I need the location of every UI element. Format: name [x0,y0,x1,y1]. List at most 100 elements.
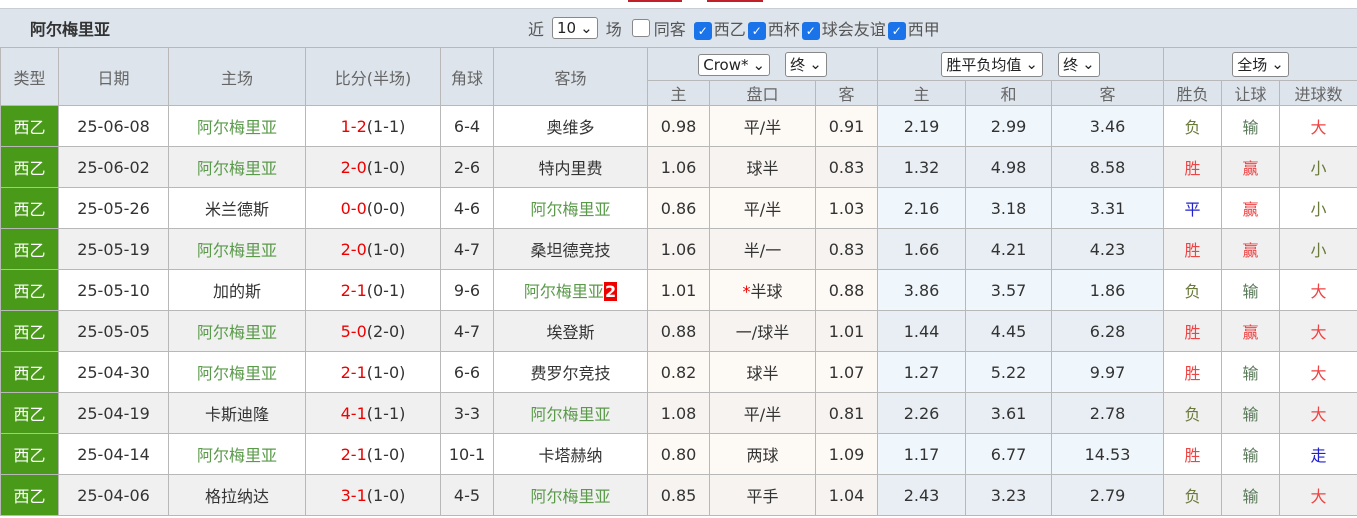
away-team-name: 费罗尔竞技 [530,364,611,383]
home-team[interactable]: 阿尔梅里亚 [168,146,306,188]
subcol-header: 盘口 [709,80,816,106]
top-strip [0,0,1357,9]
competition-label: 西乙 [713,20,746,39]
table-row[interactable]: 西乙 25-05-10 加的斯 2-1(0-1) 9-6 阿尔梅里亚2 1.01… [0,269,1357,311]
euro-draw-odds: 3.18 [965,187,1053,229]
euro-home-odds: 3.86 [877,269,967,311]
full-time-score: 5-0 [340,321,367,341]
same-venue-checkbox[interactable] [631,19,650,37]
away-team-name: 埃登斯 [546,323,595,342]
score[interactable]: 2-1(0-1) [305,269,441,311]
away-team[interactable]: 阿尔梅里亚 [493,474,648,516]
competition-checkbox[interactable]: ✓ [801,21,820,40]
handicap-away-odds: 1.09 [814,433,879,475]
result-goals: 小 [1279,146,1357,188]
table-row[interactable]: 西乙 25-04-19 卡斯迪隆 4-1(1-1) 3-3 阿尔梅里亚 1.08… [0,392,1357,434]
handicap-header: Crow* ⌄ 终 ⌄ [646,47,879,81]
match-type: 西乙 [0,187,59,229]
result-scope-select[interactable]: 全场 ⌄ [1232,51,1289,77]
handicap-home-odds: 0.82 [647,351,710,393]
match-type: 西乙 [0,269,59,311]
handicap-line-value: 半球 [750,282,783,301]
away-team[interactable]: 特内里费 [493,146,648,188]
table-row[interactable]: 西乙 25-04-06 格拉纳达 3-1(1-0) 4-5 阿尔梅里亚 0.85… [0,474,1357,516]
half-time-score: (0-1) [366,280,406,300]
half-time-score: (1-0) [366,485,406,505]
home-team[interactable]: 加的斯 [168,269,306,311]
competition-checkbox[interactable]: ✓ [747,21,766,40]
away-team-name: 阿尔梅里亚 [523,282,604,301]
away-team[interactable]: 阿尔梅里亚 [493,187,648,229]
competition-label: 球会友谊 [821,20,886,39]
match-date: 25-06-08 [58,105,169,147]
euro-stage-select[interactable]: 终 ⌄ [1058,51,1100,77]
result-goals: 大 [1279,351,1357,393]
handicap-line-value: 球半 [746,364,779,383]
result-wdl: 胜 [1163,310,1223,352]
table-row[interactable]: 西乙 25-04-30 阿尔梅里亚 2-1(1-0) 6-6 费罗尔竞技 0.8… [0,351,1357,393]
result-goals: 大 [1279,269,1357,311]
table-row[interactable]: 西乙 25-04-14 阿尔梅里亚 2-1(1-0) 10-1 卡塔赫纳 0.8… [0,433,1357,475]
home-team[interactable]: 阿尔梅里亚 [168,433,306,475]
table-row[interactable]: 西乙 25-05-19 阿尔梅里亚 2-0(1-0) 4-7 桑坦德竞技 1.0… [0,228,1357,270]
home-team[interactable]: 阿尔梅里亚 [168,105,306,147]
competition-checkbox[interactable]: ✓ [887,21,906,40]
euro-draw-odds: 4.98 [965,146,1053,188]
handicap-away-odds: 0.83 [814,146,879,188]
match-date: 25-04-19 [58,392,169,434]
euro-away-odds: 1.86 [1051,269,1165,311]
score[interactable]: 2-1(1-0) [305,433,441,475]
half-time-score: (1-0) [366,157,406,177]
score[interactable]: 1-2(1-1) [305,105,441,147]
home-team[interactable]: 阿尔梅里亚 [168,351,306,393]
result-handicap: 输 [1221,351,1281,393]
away-team[interactable]: 卡塔赫纳 [493,433,648,475]
away-team[interactable]: 埃登斯 [493,310,648,352]
subcol-header: 客 [1051,80,1165,106]
match-date: 25-04-14 [58,433,169,475]
half-time-score: (1-1) [366,116,406,136]
subcol-header: 进球数 [1279,80,1357,106]
euro-home-odds: 2.16 [877,187,967,229]
home-team[interactable]: 米兰德斯 [168,187,306,229]
score[interactable]: 0-0(0-0) [305,187,441,229]
table-row[interactable]: 西乙 25-06-08 阿尔梅里亚 1-2(1-1) 6-4 奥维多 0.98 … [0,105,1357,147]
away-team[interactable]: 费罗尔竞技 [493,351,648,393]
score[interactable]: 3-1(1-0) [305,474,441,516]
result-handicap: 赢 [1221,228,1281,270]
table-row[interactable]: 西乙 25-06-02 阿尔梅里亚 2-0(1-0) 2-6 特内里费 1.06… [0,146,1357,188]
handicap-stage-select[interactable]: 终 ⌄ [785,51,827,77]
star-mark: * [742,282,751,301]
score[interactable]: 2-1(1-0) [305,351,441,393]
competition-checkbox[interactable]: ✓ [693,21,712,40]
match-date: 25-05-05 [58,310,169,352]
score[interactable]: 4-1(1-1) [305,392,441,434]
away-team[interactable]: 阿尔梅里亚 [493,392,648,434]
subcol-header: 让球 [1221,80,1281,106]
recent-count-select[interactable]: 10 ⌄ [552,17,598,39]
score[interactable]: 2-0(1-0) [305,228,441,270]
away-team[interactable]: 桑坦德竞技 [493,228,648,270]
home-team[interactable]: 格拉纳达 [168,474,306,516]
euro-type-select[interactable]: 胜平负均值 ⌄ [941,51,1043,77]
away-team[interactable]: 阿尔梅里亚2 [493,269,648,311]
table-row[interactable]: 西乙 25-05-05 阿尔梅里亚 5-0(2-0) 4-7 埃登斯 0.88 … [0,310,1357,352]
score[interactable]: 2-0(1-0) [305,146,441,188]
away-team[interactable]: 奥维多 [493,105,648,147]
handicap-home-odds: 0.85 [647,474,710,516]
home-team[interactable]: 阿尔梅里亚 [168,228,306,270]
corners: 6-4 [440,105,494,147]
euro-draw-odds: 3.61 [965,392,1053,434]
col-date: 日期 [58,47,169,106]
home-team[interactable]: 卡斯迪隆 [168,392,306,434]
table-row[interactable]: 西乙 25-05-26 米兰德斯 0-0(0-0) 4-6 阿尔梅里亚 0.86… [0,187,1357,229]
result-wdl: 胜 [1163,433,1223,475]
col-type: 类型 [0,47,59,106]
score[interactable]: 5-0(2-0) [305,310,441,352]
away-team-name: 卡塔赫纳 [538,446,603,465]
handicap-away-odds: 1.01 [814,310,879,352]
home-team[interactable]: 阿尔梅里亚 [168,310,306,352]
handicap-company-select[interactable]: Crow* ⌄ [698,53,771,76]
match-date: 25-04-06 [58,474,169,516]
euro-home-odds: 1.32 [877,146,967,188]
